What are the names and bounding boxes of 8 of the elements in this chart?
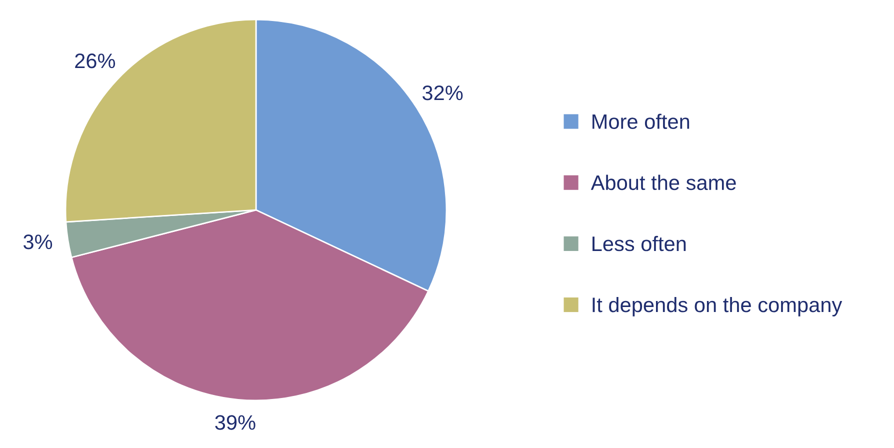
data-label: 26% (75, 54, 116, 68)
legend-label: Less often (592, 236, 686, 252)
legend-label: It depends on the company (592, 296, 842, 316)
data-label: 32% (422, 86, 463, 100)
data-label: 3% (24, 234, 52, 250)
legend-label: More often (592, 114, 690, 129)
legend-label: About the same (590, 174, 736, 190)
data-label: 39% (215, 415, 256, 430)
